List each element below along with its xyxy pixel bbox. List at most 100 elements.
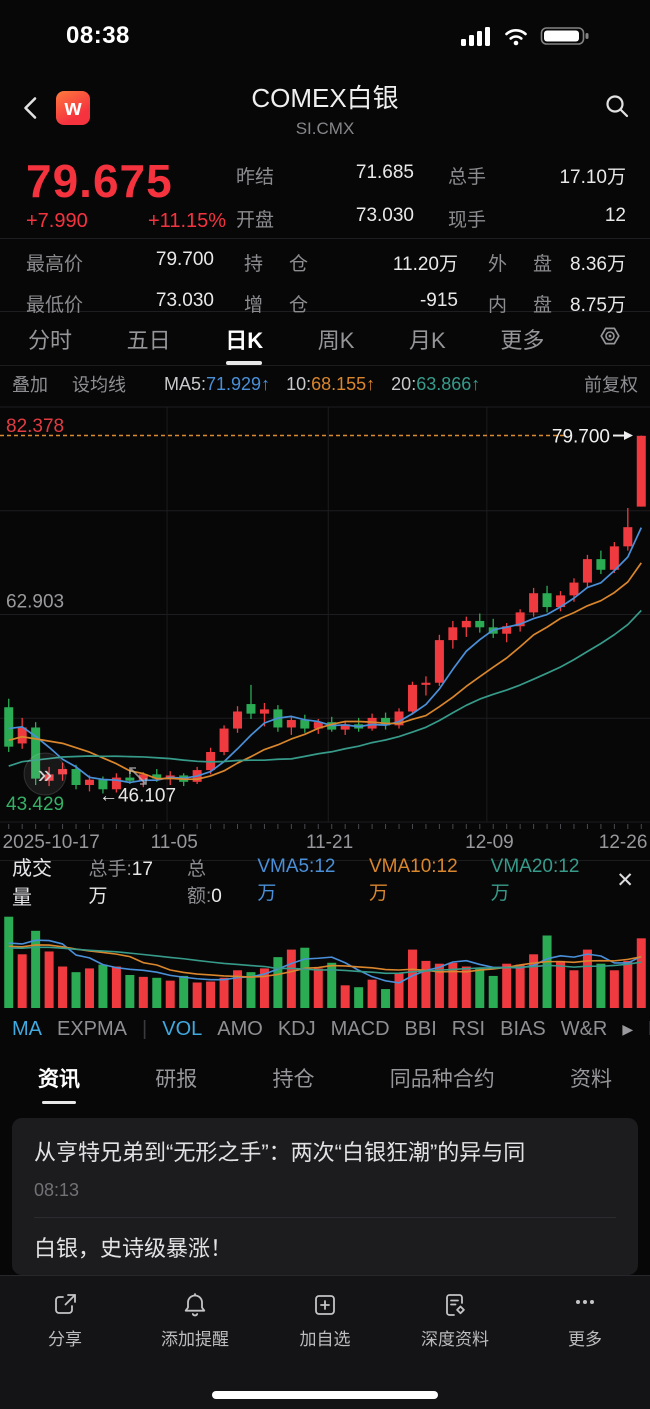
price-change: +7.990 xyxy=(26,210,88,232)
app-logo-w[interactable]: w xyxy=(56,91,90,125)
fast-forward-bg xyxy=(23,752,67,796)
tab-月K[interactable]: 月K xyxy=(409,327,446,353)
candle xyxy=(556,595,566,608)
indicator-tab-w&r[interactable]: W&R xyxy=(560,1017,608,1040)
quote-detail-label: 最低价 xyxy=(26,295,84,316)
indicator-tab-ma[interactable]: MA xyxy=(12,1017,42,1040)
quote-details: 最高价 79.700 持仓 11.20万 外盘 8.36万 最低价 73.030 增仓 -915 内… xyxy=(0,238,650,316)
quote-detail: 增仓 -915 xyxy=(244,290,458,317)
indicator-tab-amo[interactable]: AMO xyxy=(217,1017,263,1040)
volume-bar xyxy=(165,980,175,1008)
candle xyxy=(542,593,552,608)
indicator-tab-kdj[interactable]: KDJ xyxy=(277,1017,316,1040)
search-icon[interactable] xyxy=(602,91,632,121)
nav-深度资料[interactable]: 深度资料 xyxy=(400,1290,510,1409)
nav-加自选[interactable]: 加自选 xyxy=(270,1290,380,1409)
news-item[interactable]: 从亨特兄弟到“无形之手”：两次“白银狂潮”的异与同 08:13 xyxy=(34,1138,616,1201)
volume-bar xyxy=(609,970,619,1008)
tab-分时[interactable]: 分时 xyxy=(28,327,73,353)
volume-bar xyxy=(421,960,431,1008)
chart-toolbar: 叠加 设均线 MA5:71.929↑ 10:68.155↑ 20:63.866↑ 前… xyxy=(0,366,650,402)
nav-更多[interactable]: 更多 xyxy=(530,1290,640,1409)
volume-bar xyxy=(125,974,135,1008)
indicator-tab-vol[interactable]: VOL xyxy=(162,1017,203,1040)
quote-stat-value: 17.10万 xyxy=(559,167,626,188)
tab-周K[interactable]: 周K xyxy=(317,327,355,353)
fast-forward-glyph: » xyxy=(38,759,52,789)
nav-label: 更多 xyxy=(568,1330,602,1349)
candle xyxy=(448,627,458,641)
volume-bar xyxy=(192,982,202,1008)
candle xyxy=(246,704,256,714)
price-change-pct: +11.15% xyxy=(148,210,227,232)
y-axis-max-label: 82.378 xyxy=(6,416,64,437)
volume-bar xyxy=(515,964,525,1008)
nav-添加提醒[interactable]: 添加提醒 xyxy=(140,1290,250,1409)
volume-chart[interactable] xyxy=(0,900,650,1010)
ma-label: MA5:71.929↑ xyxy=(164,374,270,395)
expand-icon[interactable] xyxy=(129,767,147,785)
quote-detail-value: 73.030 xyxy=(155,290,214,311)
quote-detail: 最高价 79.700 xyxy=(26,249,214,276)
quote-detail-label: 增仓 xyxy=(244,295,308,316)
expand-arrow-nw xyxy=(129,767,136,774)
nav-label: 深度资料 xyxy=(421,1330,489,1349)
volume-bar xyxy=(529,954,539,1008)
candle xyxy=(44,774,54,781)
adjust-mode-button[interactable]: 前复权 xyxy=(584,375,638,395)
vma5-line xyxy=(8,939,642,984)
candlestick-chart[interactable]: 79.700 82.378 62.903 43.429 ←46.107 » xyxy=(0,402,650,830)
candle xyxy=(407,684,417,712)
news-title: 从亨特兄弟到“无形之手”：两次“白银狂潮”的异与同 xyxy=(34,1140,526,1165)
close-volume-icon[interactable]: ✕ xyxy=(616,869,634,892)
indicator-tab-rsi[interactable]: RSI xyxy=(451,1017,486,1040)
chart-settings-icon[interactable] xyxy=(597,323,624,355)
high-price-arrowhead xyxy=(624,431,633,441)
cellular-signal-icon xyxy=(461,27,490,46)
indicator-tab-expma[interactable]: EXPMA xyxy=(57,1017,128,1040)
volume-bar xyxy=(381,989,391,1008)
volume-bar xyxy=(313,968,323,1008)
quote-stat-value: 71.685 xyxy=(355,162,414,183)
fast-forward-button[interactable]: » xyxy=(23,752,67,796)
status-bar: 08:38 xyxy=(0,0,650,62)
news-item[interactable]: 白银，史诗级暴涨！ xyxy=(34,1234,616,1264)
indicator-tab-boll[interactable]: BOLL xyxy=(648,1018,650,1041)
candle xyxy=(233,711,243,729)
volume-bar xyxy=(233,970,243,1008)
candle xyxy=(31,727,41,779)
news-tab-研报[interactable]: 研报 xyxy=(155,1068,198,1091)
candle xyxy=(219,728,229,752)
volume-bar xyxy=(488,975,498,1008)
candle xyxy=(313,722,323,729)
quote-detail: 最低价 73.030 xyxy=(26,290,214,317)
ma-label-prefix: MA5: xyxy=(164,373,207,394)
symbol-code: SI.CMX xyxy=(295,118,355,138)
ma-label-value: 63.866↑ xyxy=(416,373,481,394)
indicator-tab-bbi[interactable]: BBI xyxy=(404,1017,437,1040)
candle xyxy=(609,546,619,570)
volume-bar xyxy=(273,957,283,1008)
back-button[interactable] xyxy=(18,94,46,122)
candle xyxy=(434,640,444,683)
date-label: 2025-10-17 xyxy=(2,832,100,853)
overlay-button[interactable]: 叠加 xyxy=(12,375,48,395)
quote-stats: 昨结 71.685 总手 17.10万 开盘 73.030 现手 12 xyxy=(236,156,626,238)
tab-日K[interactable]: 日K xyxy=(223,315,265,363)
candle xyxy=(98,779,108,790)
home-indicator[interactable] xyxy=(212,1391,438,1399)
indicator-tab-bias[interactable]: BIAS xyxy=(500,1017,546,1040)
news-tab-持仓[interactable]: 持仓 xyxy=(272,1068,315,1091)
indicator-tab-macd[interactable]: MACD xyxy=(330,1017,390,1040)
news-tab-资料[interactable]: 资料 xyxy=(570,1068,612,1091)
set-ma-button[interactable]: 设均线 xyxy=(72,375,126,395)
quote-detail: 外盘 8.36万 xyxy=(488,249,626,276)
news-tab-资讯[interactable]: 资讯 xyxy=(36,1053,82,1103)
ma-label-value: 68.155↑ xyxy=(311,373,376,394)
volume-stat-label: 总额: xyxy=(187,858,212,907)
tab-五日[interactable]: 五日 xyxy=(126,327,171,353)
nav-分享[interactable]: 分享 xyxy=(10,1290,120,1409)
tab-更多[interactable]: 更多 xyxy=(500,327,545,353)
volume-bar xyxy=(17,954,27,1008)
news-tab-同品种合约[interactable]: 同品种合约 xyxy=(389,1068,495,1091)
